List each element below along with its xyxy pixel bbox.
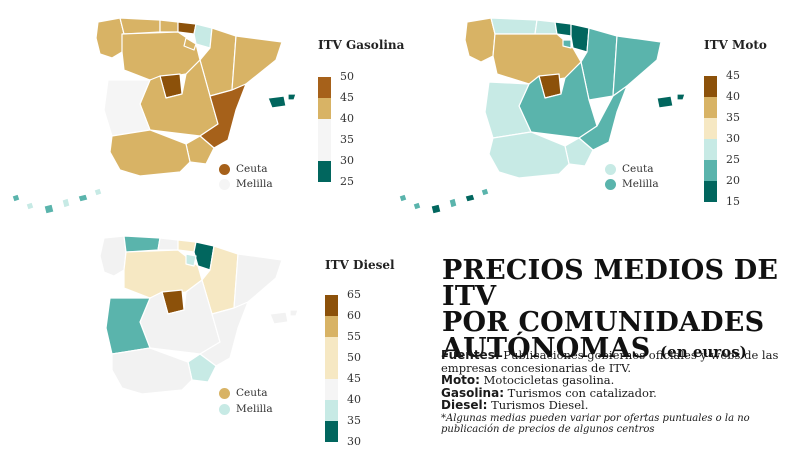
legend-row: 50 xyxy=(318,70,370,98)
legend-diesel: 65 60 55 50 45 40 35 30 xyxy=(325,288,377,448)
region-cataluna xyxy=(231,35,283,91)
legend-row: 35 xyxy=(318,133,370,161)
region-pais-vasco xyxy=(177,21,197,35)
region-andalucia xyxy=(109,129,191,177)
map-diesel: ITV Diesel 65 60 55 50 45 40 35 30 Ceuta… xyxy=(0,228,420,455)
region-galicia xyxy=(95,17,125,59)
units-label: (en euros) xyxy=(660,343,747,361)
spain-map-gasolina xyxy=(11,17,297,215)
spain-map-moto xyxy=(398,17,686,215)
title-line-3: AUTÓNOMAS (en euros) xyxy=(442,333,747,364)
note-gasolina: Gasolina: Turismos con catalizador. xyxy=(441,385,657,400)
notes: Fuentes: Publicaciones gobiernos oficial… xyxy=(441,349,791,435)
region-canarias xyxy=(11,187,103,215)
legend-row: 45 xyxy=(318,91,370,119)
spain-map-diesel xyxy=(99,235,299,395)
region-asturias xyxy=(119,17,161,35)
map-moto: ITV Moto 45 40 35 30 25 20 15 Ceuta Meli… xyxy=(395,0,800,225)
map-gasolina: ITV Gasolina 50 45 40 35 30 25 Ceuta Mel… xyxy=(0,0,404,225)
page-title: PRECIOS MEDIOS DE ITV POR COMUNIDADES AU… xyxy=(442,255,792,365)
legend-moto: 45 40 35 30 25 20 15 xyxy=(704,69,756,208)
legend-row: 40 xyxy=(318,112,370,140)
legend-gasolina: 50 45 40 35 30 25 xyxy=(318,70,370,197)
note-diesel: Diesel: Turismos Diesel. xyxy=(441,398,589,412)
footnote: *Algunas medias pueden variar por oferta… xyxy=(441,412,750,435)
region-rioja xyxy=(183,37,197,51)
region-navarra xyxy=(193,23,213,49)
region-baleares xyxy=(267,95,287,109)
region-cantabria xyxy=(159,19,179,33)
region-murcia xyxy=(185,135,215,165)
map-title-diesel: ITV Diesel xyxy=(325,258,395,272)
map-title-moto: ITV Moto xyxy=(704,38,767,52)
note-moto: Moto: Motocicletas gasolina. xyxy=(441,373,615,387)
title-line-1: PRECIOS MEDIOS DE ITV xyxy=(442,255,779,312)
map-title-gasolina: ITV Gasolina xyxy=(318,38,405,52)
title-line-2: POR COMUNIDADES xyxy=(442,307,765,338)
note-fuentes: Fuentes: Publicaciones gobiernos oficial… xyxy=(441,348,779,375)
